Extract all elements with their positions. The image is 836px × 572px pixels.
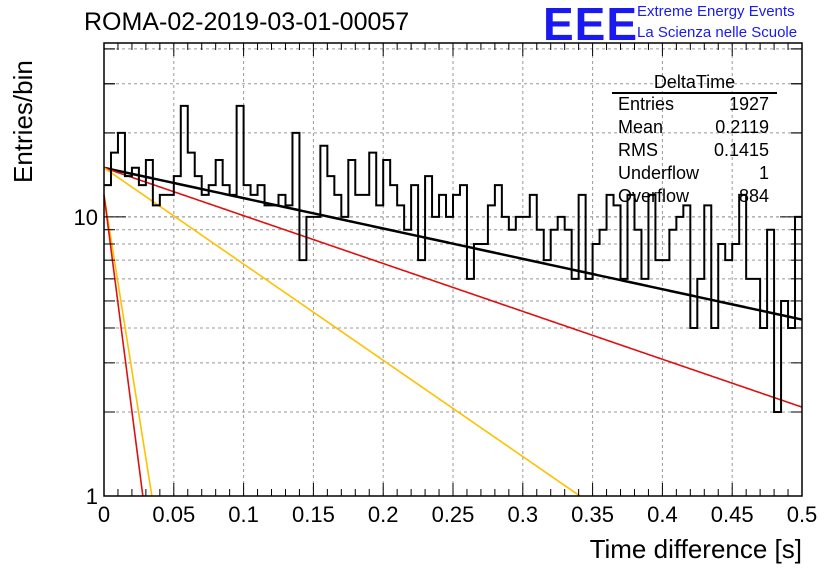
x-tick-label: 0.35: [571, 502, 614, 527]
stats-box-label: Overflow: [618, 186, 690, 206]
x-tick-label: 0.45: [711, 502, 754, 527]
stats-box-label: RMS: [618, 140, 658, 160]
eee-logo: EEE: [543, 0, 639, 50]
y-ticks: 1 10: [74, 48, 802, 509]
logo-tagline-2: La Scienza nelle Scuole: [637, 24, 798, 41]
x-tick-label: 0.4: [647, 502, 678, 527]
stats-box-label: Entries: [618, 94, 674, 114]
stats-box-title: DeltaTime: [654, 72, 735, 92]
fit-component-curve: [103, 167, 803, 408]
x-tick-label: 0.15: [292, 502, 335, 527]
stats-box-label: Underflow: [618, 163, 700, 183]
logo-tagline-1: Extreme Energy Events: [637, 3, 795, 20]
y-axis-label: Entries/bin: [8, 60, 38, 183]
x-tick-label: 0.25: [432, 502, 475, 527]
fit-component-curve: [103, 194, 144, 497]
y-tick-label: 10: [74, 205, 98, 230]
fit-component-curve: [103, 167, 581, 497]
x-axis-label: Time difference [s]: [589, 534, 802, 564]
x-tick-label: 0.5: [787, 502, 818, 527]
plot-background: [104, 43, 802, 496]
stats-box-value: 0.2119: [715, 117, 769, 137]
fit-component-curve: [103, 194, 153, 497]
histogram: [104, 104, 802, 413]
x-tick-label: 0.3: [508, 502, 539, 527]
run-title: ROMA-02-2019-03-01-00057: [84, 8, 410, 36]
x-ticks: 0 0.05 0.1 0.15 0.2 0.25 0.3 0.35 0.4 0.45 0.5: [98, 43, 817, 527]
stats-box-value: 1927: [729, 94, 769, 114]
x-tick-label: 0.2: [368, 502, 399, 527]
stats-box-label: Mean: [618, 117, 663, 137]
fit-total-curve: [103, 166, 803, 321]
histogram-outline: [104, 104, 802, 413]
fit-curves: [103, 166, 803, 497]
stats-box-value: 884: [739, 186, 769, 206]
x-tick-label: 0.1: [228, 502, 259, 527]
x-tick-label: 0.05: [152, 502, 195, 527]
stats-box-value: 0.1415: [714, 140, 769, 160]
y-tick-label: 1: [86, 484, 98, 509]
stats-box-value: 1: [759, 163, 769, 183]
x-tick-label: 0: [98, 502, 110, 527]
